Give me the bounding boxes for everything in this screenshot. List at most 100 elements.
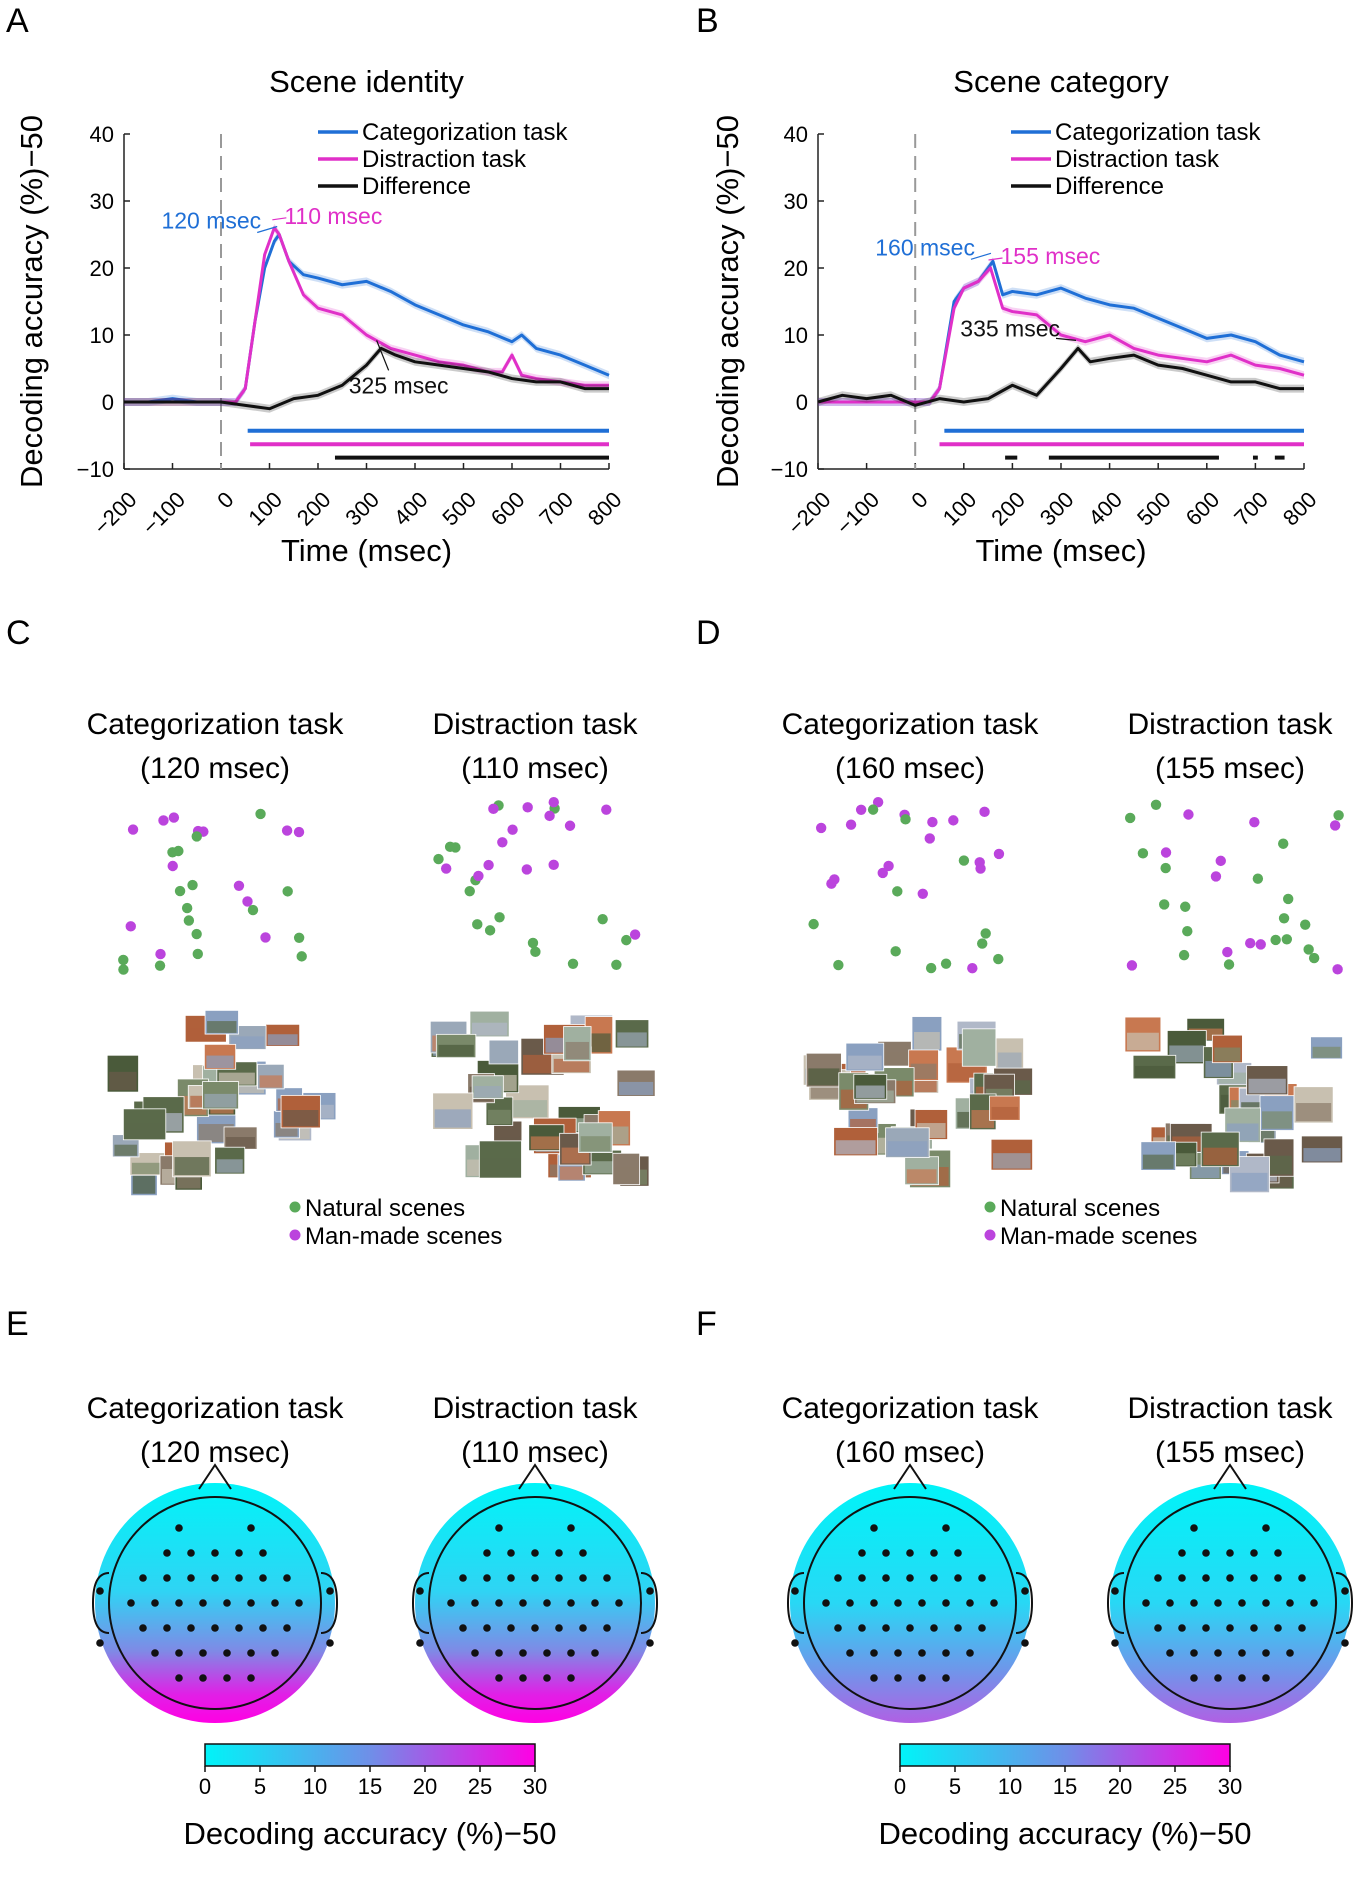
electrode-dot	[163, 1624, 171, 1632]
scalp-map	[790, 1483, 1030, 1723]
natural-scene-dot	[1180, 901, 1191, 912]
x-tick-label: 300	[340, 487, 384, 531]
natural-scene-dot	[255, 808, 266, 820]
electrode-dot	[247, 1649, 255, 1657]
electrode-dot	[416, 1639, 424, 1647]
electrode-dot	[531, 1574, 539, 1582]
colorbar-tick-label: 25	[468, 1774, 492, 1799]
manmade-scene-dot	[242, 896, 253, 907]
panel-letter-c: C	[6, 614, 31, 652]
natural-scene-dot	[181, 902, 193, 914]
electrode-dot	[966, 1649, 974, 1657]
scene-thumbnail-detail	[580, 1136, 611, 1152]
scene-thumbnail-detail	[259, 1075, 283, 1088]
electrode-dot	[223, 1649, 231, 1657]
electrode-dot	[1238, 1649, 1246, 1657]
electrode-dot	[235, 1574, 243, 1582]
scatter-subtitle: (155 msec)	[1155, 752, 1305, 785]
electrode-dot	[187, 1574, 195, 1582]
natural-scene-dot	[890, 946, 901, 957]
natural-scene-dot	[1281, 934, 1293, 945]
natural-scene-dot	[191, 928, 202, 940]
scene-thumbnail-detail	[617, 1032, 647, 1047]
electrode-dot	[1226, 1549, 1234, 1557]
electrode-dot	[1226, 1574, 1234, 1582]
scene-thumbnail-detail	[109, 1071, 137, 1091]
electrode-dot	[199, 1599, 207, 1607]
scatter-title: Categorization task	[87, 708, 345, 741]
electrode-dot	[1190, 1674, 1198, 1682]
electrode-dot	[1111, 1587, 1119, 1595]
manmade-scene-dot	[473, 870, 484, 882]
scalp-map	[95, 1483, 335, 1723]
electrode-dot	[791, 1639, 799, 1647]
colorbar-tick-label: 15	[358, 1774, 382, 1799]
electrode-dot	[1021, 1639, 1029, 1647]
electrode-dot	[822, 1599, 830, 1607]
scene-thumbnail-detail	[132, 1175, 156, 1194]
natural-scene-dot	[1278, 913, 1290, 924]
left-ear-outline	[786, 1572, 805, 1634]
electrode-dot	[930, 1549, 938, 1557]
scene-thumbnail-detail	[1303, 1148, 1341, 1162]
manmade-scene-dot	[979, 806, 990, 818]
electrode-dot	[646, 1639, 654, 1647]
topography-panel-e: Categorization task(120 msec)Distraction…	[87, 1392, 659, 1851]
electrode-dot	[271, 1599, 279, 1607]
manmade-scene-dot	[158, 815, 169, 826]
x-tick-label: 0	[212, 487, 238, 513]
natural-scene-dot	[1137, 848, 1149, 859]
legend-manmade-dot	[289, 1229, 301, 1241]
manmade-scene-dot	[507, 824, 518, 835]
electrode-dot	[1262, 1524, 1270, 1532]
scene-thumbnail-detail	[1248, 1078, 1286, 1094]
natural-scene-dot	[174, 885, 186, 897]
electrode-dot	[283, 1574, 291, 1582]
scatter-title: Distraction task	[1127, 708, 1333, 741]
legend-entry: Difference	[362, 173, 471, 200]
manmade-scene-dot	[927, 816, 938, 828]
manmade-scene-dot	[483, 859, 494, 871]
x-tick-label: 800	[1278, 487, 1322, 531]
manmade-scene-dot	[1210, 871, 1222, 882]
legend-manmade-dot	[984, 1229, 996, 1241]
colorbar-tick-label: 20	[1108, 1774, 1132, 1799]
panel-letter-f: F	[696, 1305, 717, 1343]
electrode-dot	[211, 1549, 219, 1557]
scene-thumbnail-detail	[559, 1166, 584, 1180]
electrode-dot	[483, 1624, 491, 1632]
electrode-dot	[846, 1649, 854, 1657]
nose-outline	[198, 1463, 232, 1490]
scene-thumbnail-detail	[910, 1063, 937, 1079]
electrode-dot	[603, 1574, 611, 1582]
scene-thumbnail-detail	[1191, 1164, 1220, 1179]
electrode-dot	[555, 1624, 563, 1632]
right-ear-outline	[640, 1572, 659, 1634]
electrode-dot	[247, 1524, 255, 1532]
electrode-dot	[507, 1574, 515, 1582]
annotation-arrow	[1055, 337, 1077, 341]
natural-scene-dot	[484, 925, 496, 936]
electrode-dot	[1214, 1649, 1222, 1657]
legend-entry: Categorization task	[362, 119, 568, 146]
electrode-dot	[495, 1524, 503, 1532]
colorbar-tick-label: 15	[1053, 1774, 1077, 1799]
manmade-scene-dot	[521, 864, 533, 875]
x-tick-label: 300	[1035, 487, 1079, 531]
scene-thumbnail-detail	[971, 1110, 995, 1128]
peak-annotation: 155 msec	[1001, 243, 1101, 269]
x-tick-label: 500	[1132, 487, 1176, 531]
scatter-subtitle: (120 msec)	[140, 752, 290, 785]
electrode-dot	[882, 1574, 890, 1582]
electrode-dot	[1154, 1624, 1162, 1632]
scene-thumbnail-detail	[887, 1141, 928, 1157]
natural-scene-dot	[900, 814, 911, 825]
scene-thumbnail-detail	[1312, 1046, 1341, 1058]
head-outline	[803, 1496, 1017, 1710]
electrode-dot	[259, 1624, 267, 1632]
scene-thumbnail-detail	[434, 1109, 471, 1128]
electrode-dot	[247, 1674, 255, 1682]
y-tick-label: 30	[90, 189, 114, 214]
natural-scene-dot	[191, 831, 202, 842]
natural-scene-dot	[167, 847, 178, 858]
